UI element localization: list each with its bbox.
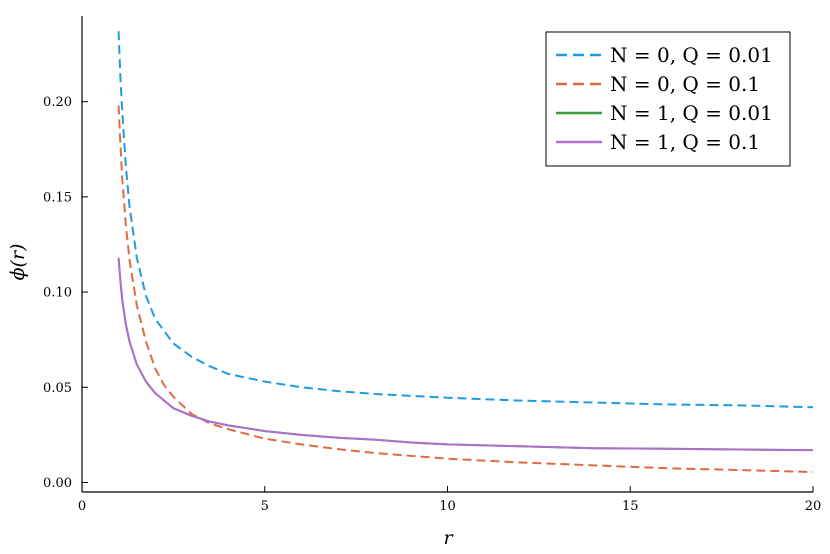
x-tick-label: 5 xyxy=(261,499,269,514)
x-tick-label: 20 xyxy=(805,499,822,514)
legend: N = 0, Q = 0.01 N = 0, Q = 0.1 N = 1, Q = … xyxy=(545,31,791,167)
y-tick-label: 0.20 xyxy=(43,95,72,110)
legend-label: N = 0, Q = 0.01 xyxy=(610,43,773,67)
series-line-2 xyxy=(117,105,814,474)
series-layer xyxy=(117,31,814,474)
y-tick-label: 0.00 xyxy=(43,476,72,491)
series-line-4 xyxy=(117,257,814,452)
y-tick-label: 0.05 xyxy=(43,381,72,396)
x-axis-label: r xyxy=(443,527,454,549)
x-ticks: 0 5 10 15 20 xyxy=(78,486,821,514)
y-axis-label: ϕ(r) xyxy=(7,244,29,281)
series-line-1 xyxy=(117,31,814,409)
series-line-3 xyxy=(117,257,814,452)
legend-label: N = 0, Q = 0.1 xyxy=(610,72,760,96)
plot-area: 0 5 10 15 20 0.00 0.05 0.10 0.15 0.20 xyxy=(43,16,821,514)
legend-label: N = 1, Q = 0.01 xyxy=(610,101,773,125)
y-ticks: 0.00 0.05 0.10 0.15 0.20 xyxy=(43,95,88,491)
x-tick-label: 15 xyxy=(622,499,639,514)
x-tick-label: 0 xyxy=(78,499,86,514)
legend-label: N = 1, Q = 0.1 xyxy=(610,130,760,154)
legend-box xyxy=(545,31,791,167)
y-tick-label: 0.15 xyxy=(43,190,72,205)
y-tick-label: 0.10 xyxy=(43,286,72,301)
x-tick-label: 10 xyxy=(439,499,456,514)
